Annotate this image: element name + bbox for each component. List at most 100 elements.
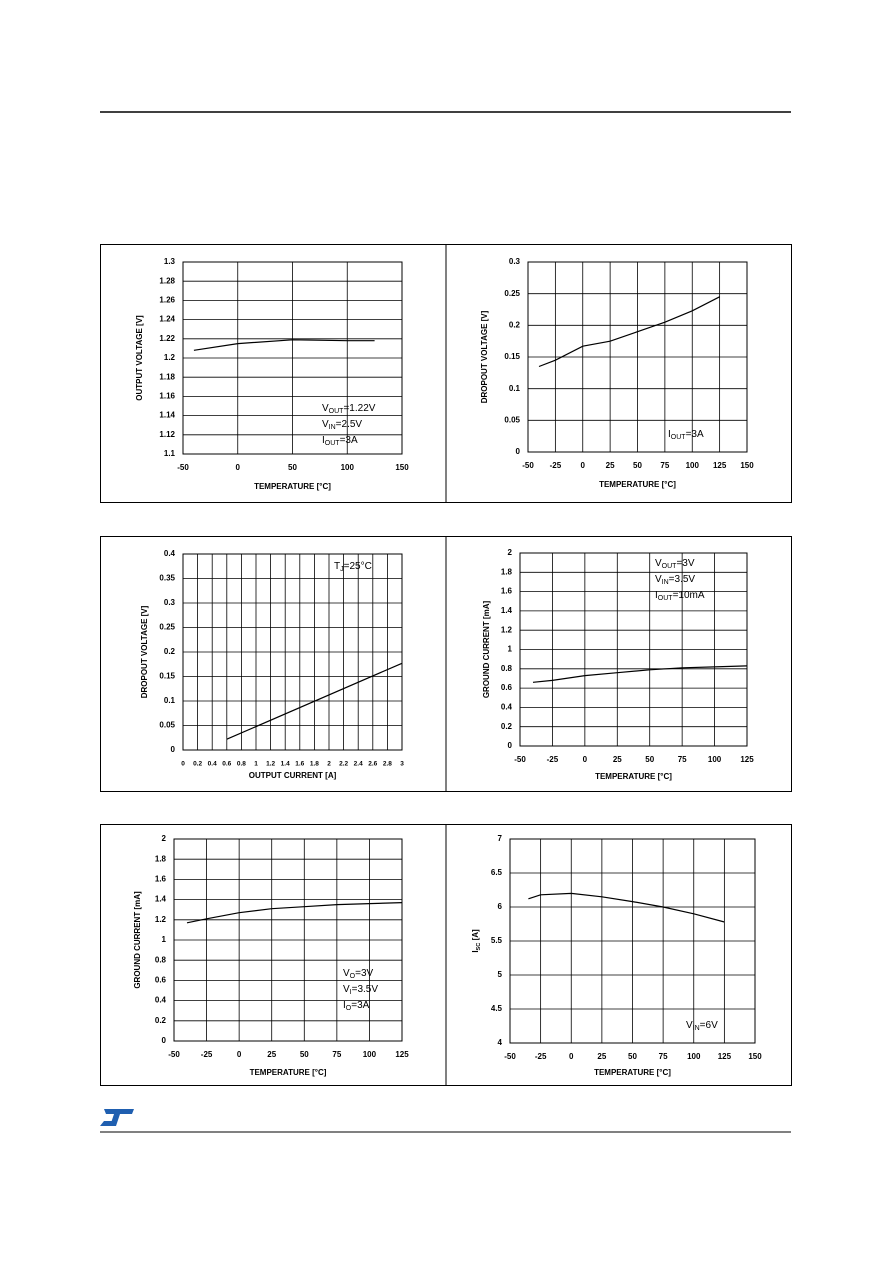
x-tick-label: 50	[628, 1052, 637, 1061]
y-tick-label: 1.16	[159, 392, 175, 401]
x-axis-label: TEMPERATURE [°C]	[254, 482, 331, 491]
y-tick-label: 1	[162, 935, 167, 944]
annotation-main: T	[334, 561, 340, 572]
annotation-main: I	[668, 429, 671, 440]
annotation-main: V	[322, 419, 329, 430]
y-tick-label: 0	[516, 447, 521, 456]
y-tick-label: 1.1	[164, 449, 176, 458]
line	[538, 296, 720, 368]
y-tick-label: 0.4	[155, 996, 167, 1005]
y-tick-label: 0.6	[155, 976, 167, 985]
x-tick-label: 150	[395, 463, 409, 472]
y-tick-label: 0.1	[164, 696, 176, 705]
x-axis-label: TEMPERATURE [°C]	[599, 480, 676, 489]
y-tick-label: 0.8	[501, 664, 513, 673]
y-tick-label: 1.6	[155, 875, 167, 884]
x-axis-label: TEMPERATURE [°C]	[594, 1068, 671, 1077]
annotation-sub: O	[350, 973, 356, 980]
x-tick-label: -50	[168, 1050, 180, 1059]
y-tick-label: 2	[162, 834, 167, 843]
y-tick-label: 5	[498, 970, 503, 979]
y-tick-label: 0.35	[159, 574, 175, 583]
y-tick-label: 0.4	[164, 549, 176, 558]
annotation-sub: J	[340, 566, 344, 573]
line	[532, 665, 748, 683]
x-tick-label: 1.2	[266, 761, 275, 768]
y-tick-label: 1.24	[159, 315, 175, 324]
y-tick-label: 1.22	[159, 334, 175, 343]
y-tick-label: 0.2	[155, 1016, 167, 1025]
y-tick-label: 1.3	[164, 257, 176, 266]
annotation: VIN=2.5V	[322, 419, 362, 431]
x-tick-label: 50	[288, 463, 297, 472]
x-tick-label: 75	[332, 1050, 341, 1059]
y-tick-label: 0.2	[509, 320, 521, 329]
y-tick-label: 1.2	[164, 353, 176, 362]
x-tick-label: 2.6	[368, 761, 377, 768]
logo	[100, 1109, 134, 1126]
annotation-main: I	[655, 590, 658, 601]
x-tick-label: 2.2	[339, 761, 348, 768]
y-tick-label: 0.15	[504, 352, 520, 361]
annotation: VOUT=1.22V	[322, 403, 376, 415]
x-tick-label: -25	[547, 755, 559, 764]
line	[186, 902, 403, 924]
x-tick-label: 125	[718, 1052, 732, 1061]
x-tick-label: 50	[645, 755, 654, 764]
y-tick-label: 0.2	[501, 722, 513, 731]
annotation-tail: =3V	[355, 968, 373, 979]
annotation-sub: I	[350, 989, 352, 996]
annotation-main: V	[655, 558, 662, 569]
annotation-tail: =2.5V	[336, 419, 363, 430]
x-tick-label: 125	[740, 755, 754, 764]
x-tick-label: 100	[686, 461, 700, 470]
annotation-main: V	[322, 403, 329, 414]
y-axis-label-sub: SC	[476, 943, 482, 951]
y-tick-label: 1	[508, 645, 513, 654]
x-tick-label: 2	[327, 761, 331, 768]
annotation: VIN=6V	[686, 1020, 718, 1032]
x-tick-label: 25	[606, 461, 615, 470]
x-tick-label: -50	[504, 1052, 516, 1061]
y-tick-label: 1.2	[501, 625, 513, 634]
x-tick-label: -50	[177, 463, 189, 472]
x-tick-label: 75	[659, 1052, 668, 1061]
x-tick-label: 25	[613, 755, 622, 764]
y-tick-label: 0.4	[501, 703, 513, 712]
annotation-sub: IN	[662, 579, 669, 586]
x-tick-label: 75	[678, 755, 687, 764]
y-tick-label: 1.2	[155, 915, 167, 924]
annotation-sub: OUT	[329, 408, 345, 415]
x-tick-label: 1	[254, 761, 258, 768]
y-tick-label: 1.4	[155, 895, 167, 904]
x-axis-label: OUTPUT CURRENT [A]	[249, 771, 337, 780]
annotation-main: V	[686, 1020, 693, 1031]
y-tick-label: 0	[171, 745, 176, 754]
y-tick-label: 0.05	[504, 415, 520, 424]
y-tick-label: 0.1	[509, 384, 521, 393]
annotation-sub: O	[346, 1005, 352, 1012]
annotation-tail: =3.5V	[669, 574, 696, 585]
x-tick-label: 0.8	[237, 761, 246, 768]
x-tick-label: -50	[514, 755, 526, 764]
annotation: VIN=3.5V	[655, 574, 695, 586]
y-tick-label: 1.26	[159, 296, 175, 305]
x-tick-label: 125	[713, 461, 727, 470]
y-tick-label: 0.25	[504, 289, 520, 298]
annotation-sub: IN	[693, 1025, 700, 1032]
x-tick-label: 150	[748, 1052, 762, 1061]
y-tick-label: 2	[508, 548, 513, 557]
annotation-tail: =6V	[700, 1020, 718, 1031]
y-tick-label: 1.6	[501, 587, 513, 596]
x-tick-label: 150	[740, 461, 754, 470]
y-tick-label: 1.4	[501, 606, 513, 615]
x-tick-label: 125	[395, 1050, 409, 1059]
y-axis-label-main: I	[471, 950, 480, 952]
annotation-sub: OUT	[662, 563, 678, 570]
y-tick-label: 5.5	[491, 936, 503, 945]
annotation: VOUT=3V	[655, 558, 695, 570]
x-axis-label: TEMPERATURE [°C]	[250, 1068, 327, 1077]
y-tick-label: 0.15	[159, 672, 175, 681]
x-tick-label: 75	[660, 461, 669, 470]
